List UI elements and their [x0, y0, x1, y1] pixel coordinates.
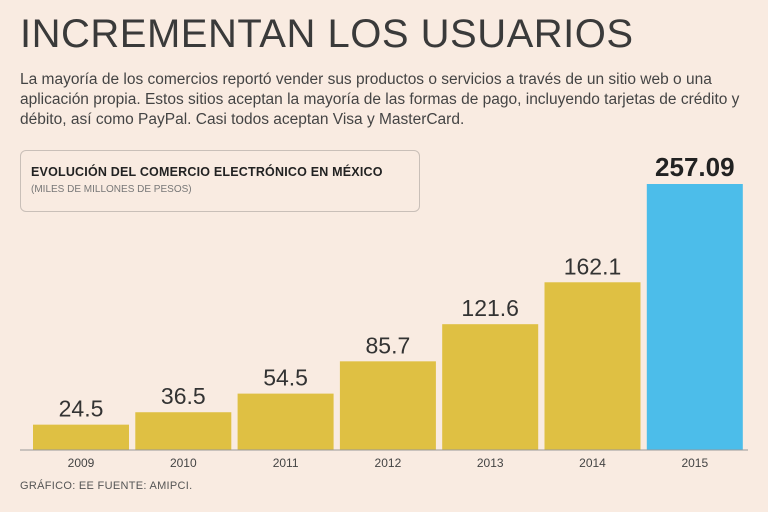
value-label-2011: 54.5	[263, 365, 308, 391]
chart-title-box: EVOLUCIÓN DEL COMERCIO ELECTRÓNICO EN MÉ…	[20, 150, 420, 212]
intro-paragraph: La mayoría de los comercios reportó vend…	[20, 71, 740, 128]
value-label-2010: 36.5	[161, 383, 206, 409]
source-credit: GRÁFICO: EE FUENTE: AMIPCI.	[20, 480, 193, 492]
chart-title: EVOLUCIÓN DEL COMERCIO ELECTRÓNICO EN MÉ…	[31, 165, 383, 179]
x-tick-2013: 2013	[477, 456, 504, 470]
value-label-2013: 121.6	[461, 295, 519, 321]
x-tick-2010: 2010	[170, 456, 197, 470]
x-tick-2015: 2015	[681, 456, 708, 470]
bar-2015	[646, 184, 743, 450]
value-label-2015: 257.09	[655, 152, 735, 182]
x-tick-2012: 2012	[375, 456, 402, 470]
page-title: INCREMENTAN LOS USUARIOS	[20, 12, 634, 56]
bar-2011	[237, 393, 334, 450]
bar-2012	[339, 361, 436, 450]
x-tick-2011: 2011	[273, 456, 299, 470]
bar-2010	[135, 412, 232, 450]
x-tick-2009: 2009	[68, 456, 95, 470]
value-label-2009: 24.5	[59, 396, 104, 422]
bar-2014	[544, 282, 641, 450]
value-label-2014: 162.1	[564, 253, 622, 279]
chart-subtitle: (MILES DE MILLONES DE PESOS)	[31, 184, 192, 195]
x-tick-2014: 2014	[579, 456, 606, 470]
bar-2013	[442, 324, 539, 450]
bar-2009	[33, 424, 129, 450]
value-label-2012: 85.7	[366, 332, 411, 358]
